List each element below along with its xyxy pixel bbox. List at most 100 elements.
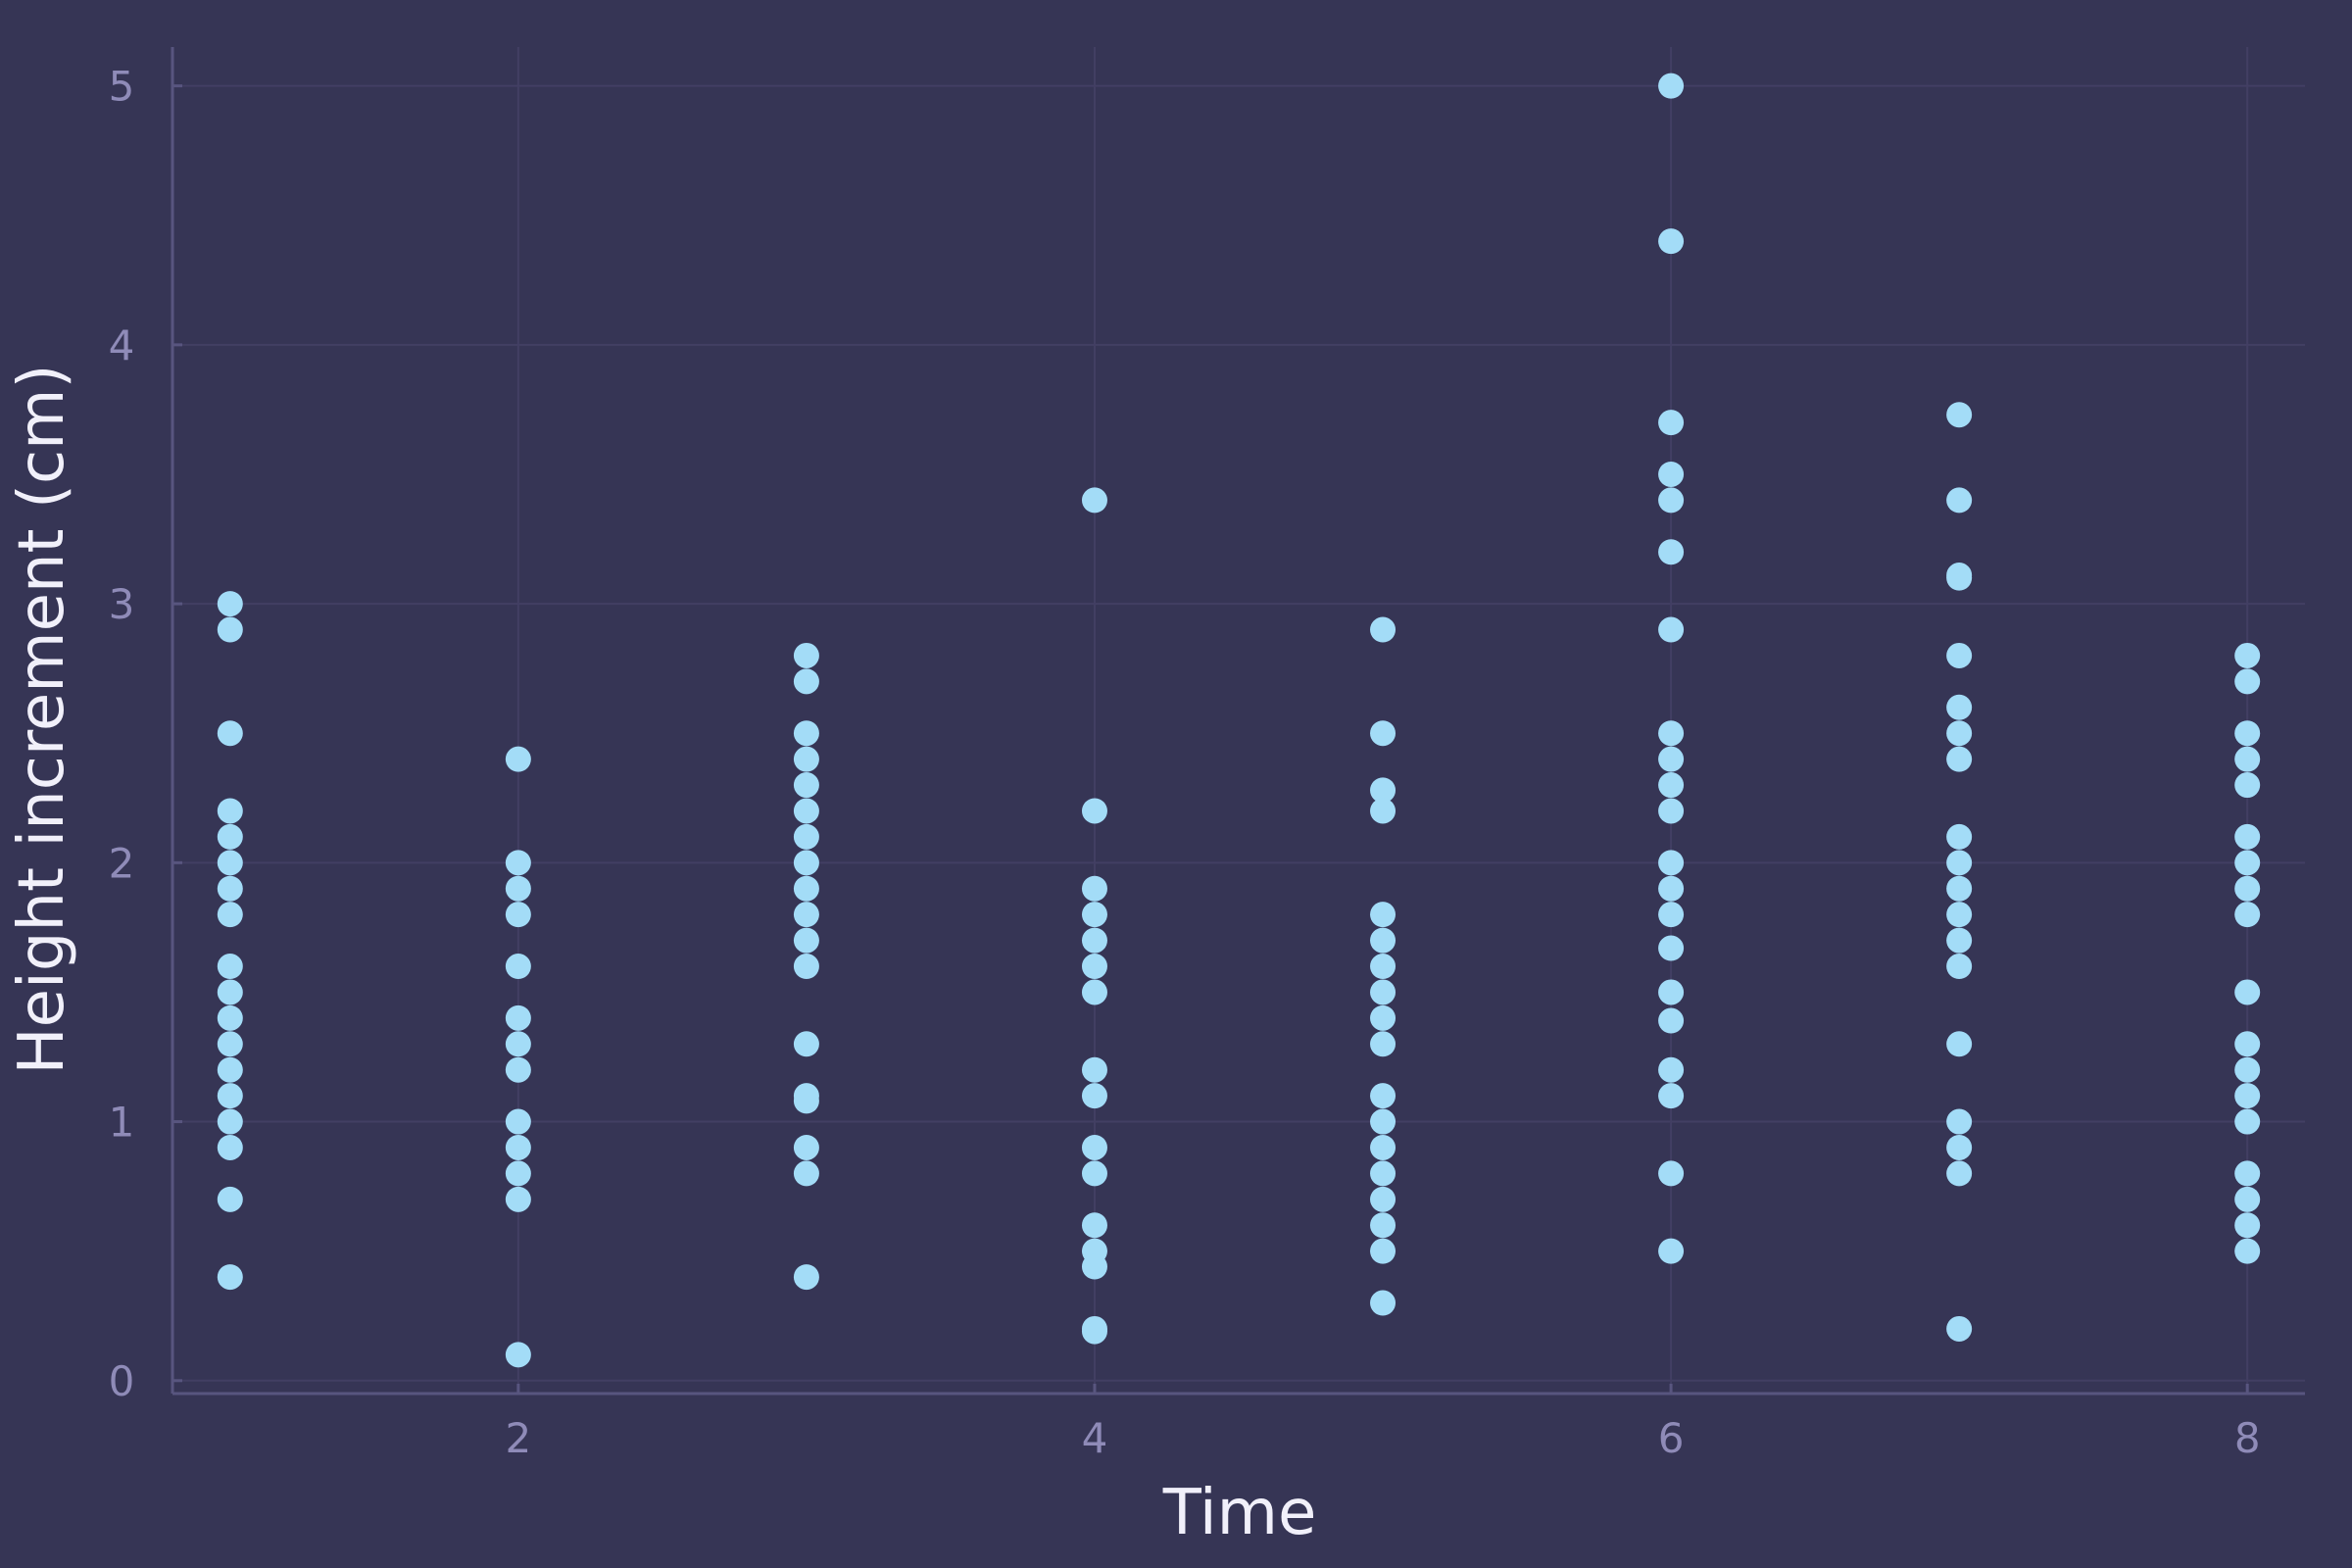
data-point [1081, 1056, 1107, 1083]
data-point [1658, 875, 1685, 902]
data-point [1658, 73, 1685, 99]
data-point [1658, 539, 1685, 565]
data-point [793, 720, 819, 747]
data-point [1370, 1238, 1396, 1264]
data-point [1658, 487, 1685, 514]
data-point [1370, 1031, 1396, 1057]
data-point [1370, 720, 1396, 747]
data-point [1081, 1160, 1107, 1187]
data-point [1370, 902, 1396, 928]
x-tick-label: 6 [1658, 1414, 1685, 1462]
data-point [217, 591, 243, 617]
data-point [1081, 487, 1107, 514]
data-point [217, 616, 243, 643]
data-point [2234, 1083, 2261, 1109]
data-point [1946, 746, 1973, 772]
y-tick-label: 5 [109, 63, 135, 111]
data-point [505, 1134, 531, 1160]
data-point [1946, 1134, 1973, 1160]
data-point [1081, 1134, 1107, 1160]
data-point [1370, 1290, 1396, 1316]
data-point [1946, 487, 1973, 514]
data-point [217, 875, 243, 902]
data-point [2234, 902, 2261, 928]
data-point [1370, 1108, 1396, 1135]
data-point [505, 1004, 531, 1031]
data-point [505, 902, 531, 928]
data-point [793, 1088, 819, 1114]
data-point [793, 772, 819, 799]
data-point [505, 1342, 531, 1368]
data-point [1946, 720, 1973, 747]
data-point [1946, 1108, 1973, 1135]
data-point [505, 1031, 531, 1057]
data-point [1658, 1083, 1685, 1109]
axes [171, 47, 2305, 1396]
data-point [1946, 1315, 1973, 1342]
data-point [1081, 1212, 1107, 1239]
data-point [217, 798, 243, 824]
data-point [1658, 461, 1685, 487]
x-axis-title: Time [1162, 1477, 1317, 1549]
data-point [505, 850, 531, 876]
data-point [2234, 823, 2261, 850]
y-tick-label: 4 [109, 321, 135, 369]
data-point [1370, 979, 1396, 1005]
data-point [793, 1160, 819, 1187]
data-point [1946, 902, 1973, 928]
data-point [1658, 935, 1685, 961]
data-point [2234, 720, 2261, 747]
data-point [793, 798, 819, 824]
data-point [1081, 954, 1107, 980]
data-point [2234, 1186, 2261, 1212]
data-point [217, 1004, 243, 1031]
data-point [2234, 772, 2261, 799]
data-point [1370, 798, 1396, 824]
tick-labels: 2 4 6 8 0 1 2 3 4 5 [109, 63, 2261, 1462]
data-point [217, 954, 243, 980]
data-point [1658, 772, 1685, 799]
data-point [505, 746, 531, 772]
data-point [2234, 1212, 2261, 1239]
data-point [2234, 1238, 2261, 1264]
data-point [1946, 694, 1973, 720]
data-point [505, 1108, 531, 1135]
data-point [2234, 1056, 2261, 1083]
data-point [1081, 902, 1107, 928]
data-point [2234, 1108, 2261, 1135]
data-point [217, 1108, 243, 1135]
data-point [505, 1160, 531, 1187]
data-point [1370, 1160, 1396, 1187]
data-point [1370, 1134, 1396, 1160]
data-point [1946, 927, 1973, 954]
data-point [2234, 746, 2261, 772]
data-point [1658, 979, 1685, 1005]
data-point [1658, 1056, 1685, 1083]
data-point [217, 850, 243, 876]
data-point [793, 1264, 819, 1291]
data-points [217, 73, 2261, 1368]
data-point [1658, 1007, 1685, 1034]
data-point [1946, 1031, 1973, 1057]
data-point [1946, 954, 1973, 980]
data-point [505, 1186, 531, 1212]
data-point [1370, 616, 1396, 643]
data-point [1946, 823, 1973, 850]
data-point [793, 668, 819, 695]
data-point [1658, 228, 1685, 255]
data-point [1081, 927, 1107, 954]
data-point [1658, 850, 1685, 876]
data-point [217, 1083, 243, 1109]
data-point [1081, 1318, 1107, 1345]
data-point [217, 1134, 243, 1160]
data-point [505, 875, 531, 902]
data-point [1081, 1083, 1107, 1109]
data-point [1946, 642, 1973, 668]
data-point [793, 875, 819, 902]
data-point [2234, 850, 2261, 876]
data-point [1370, 1083, 1396, 1109]
data-point [505, 954, 531, 980]
data-point [793, 954, 819, 980]
